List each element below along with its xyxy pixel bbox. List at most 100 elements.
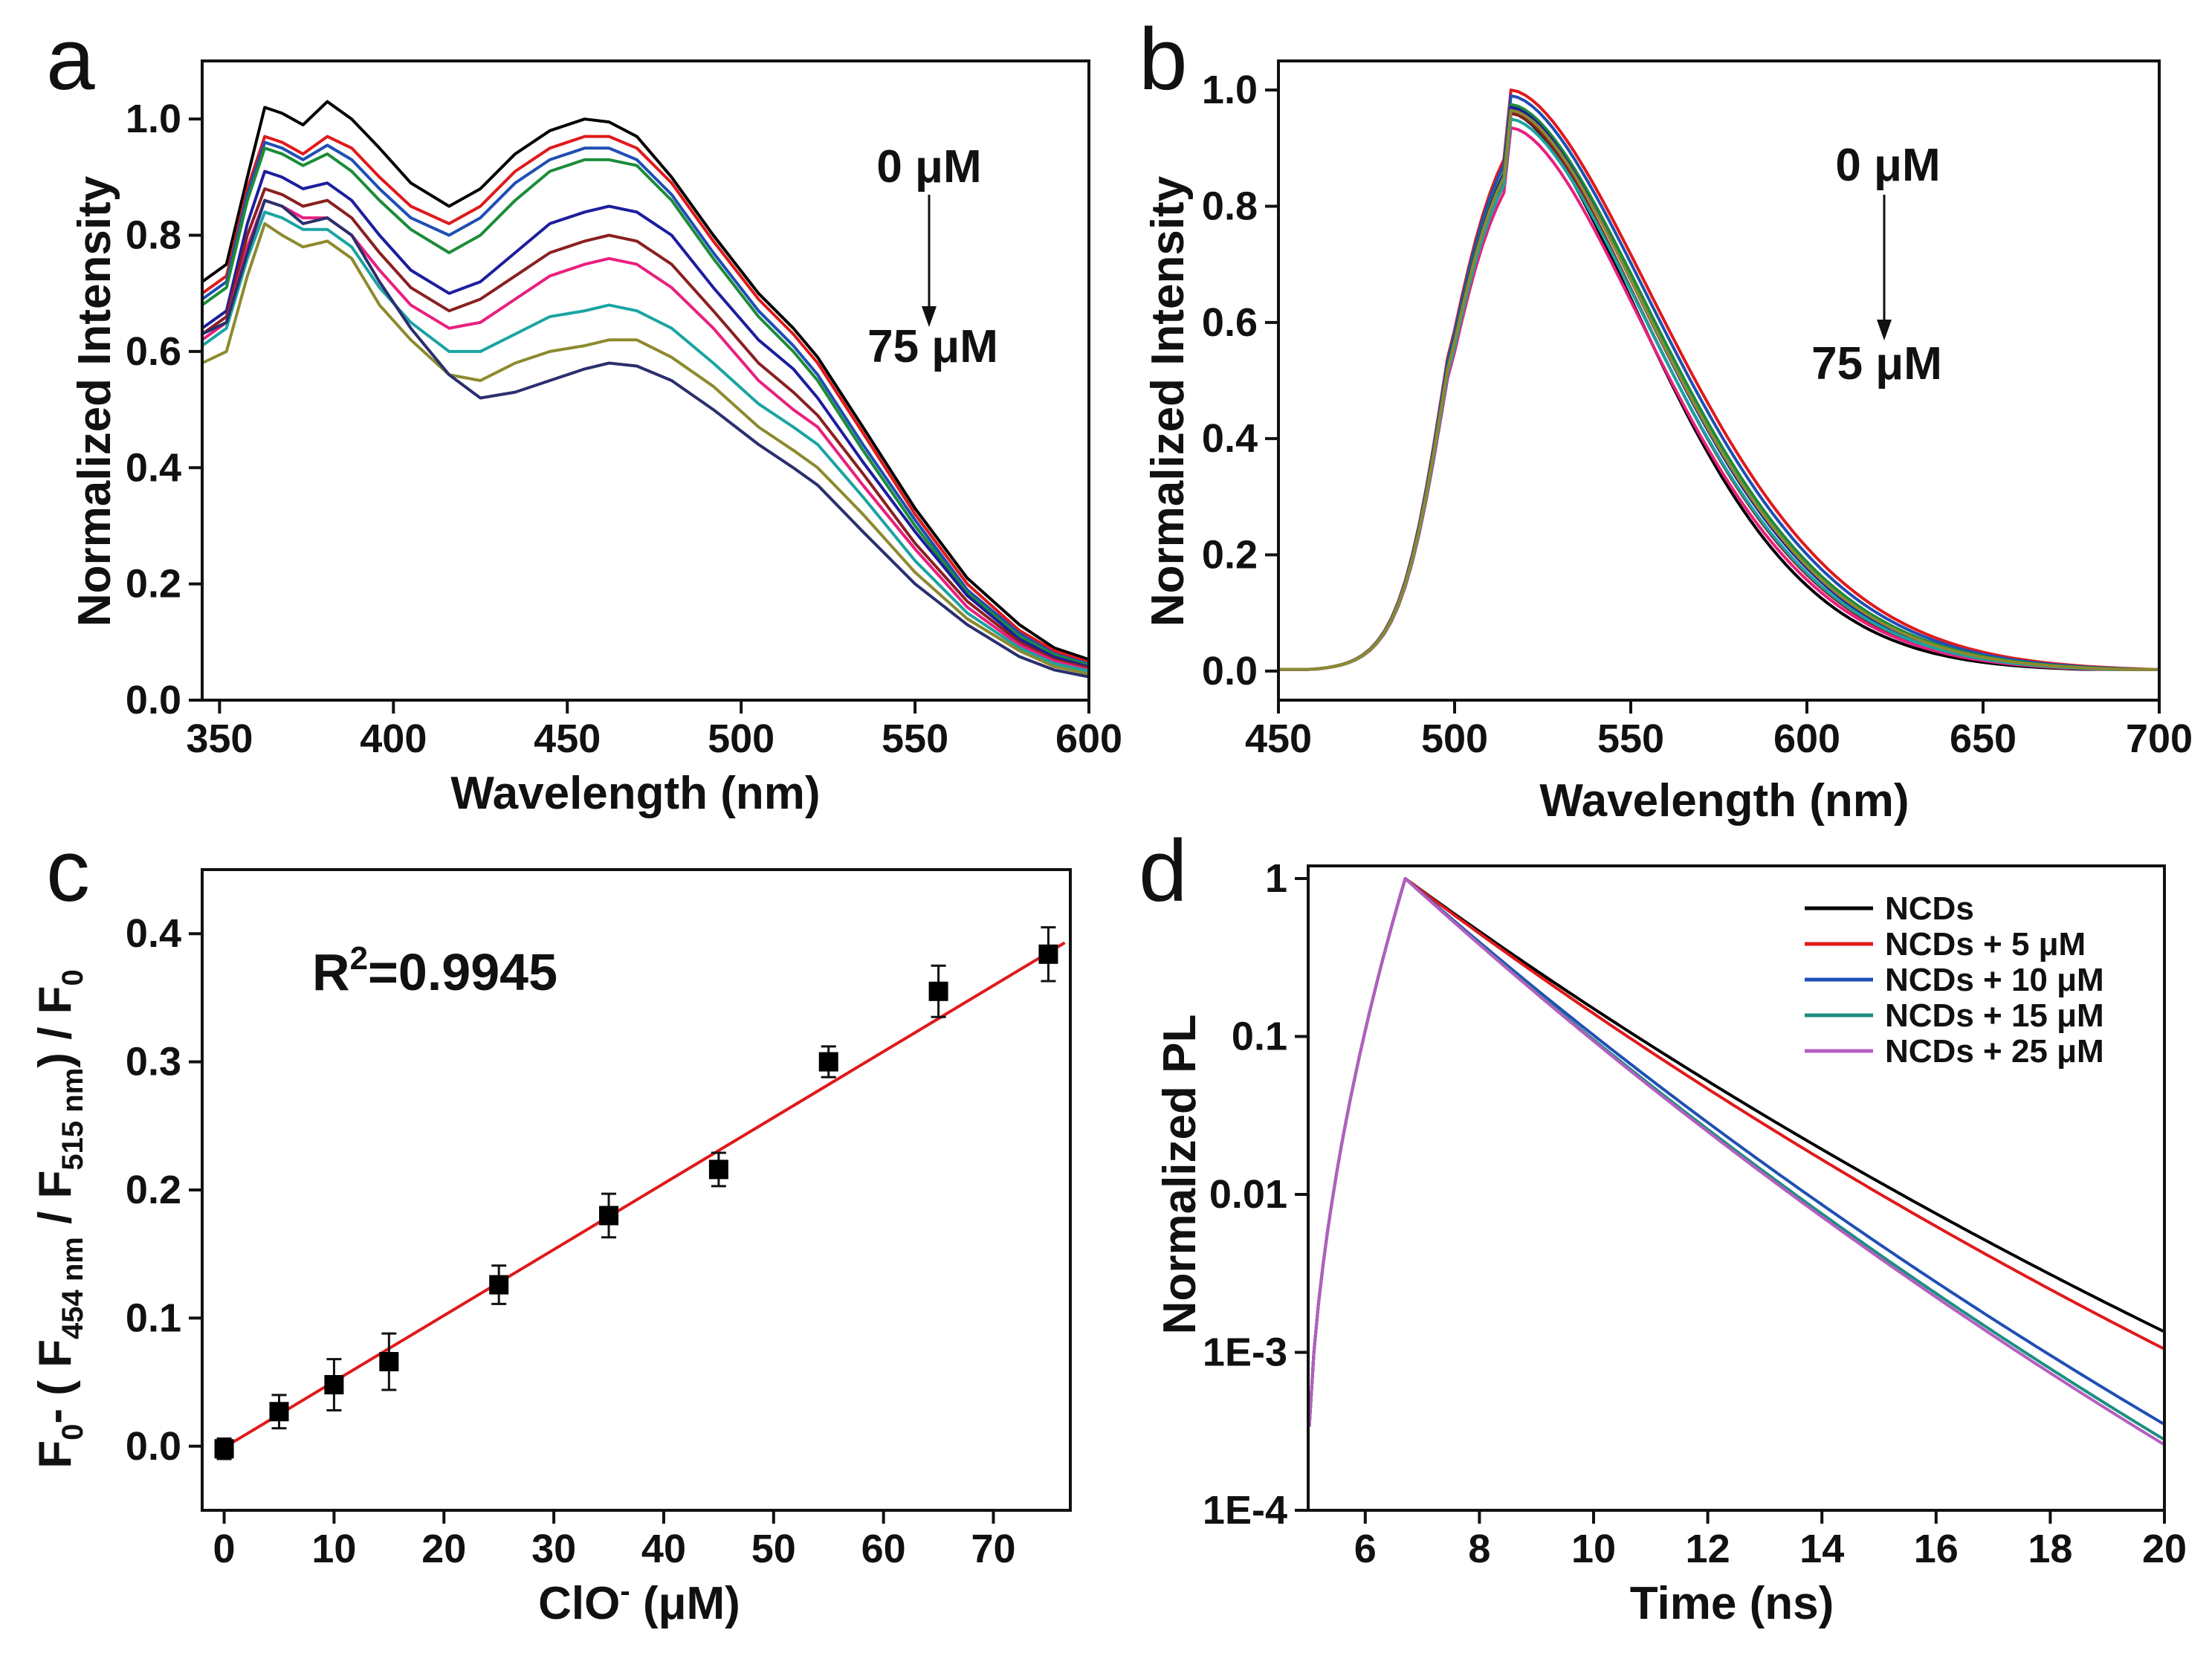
panel-d-x-tick-label: 12 xyxy=(1686,1527,1730,1571)
panel-b-x-axis-title: Wavelength (nm) xyxy=(1539,775,1909,826)
panel-d-y-tick-label: 1 xyxy=(1265,856,1287,901)
panel-c-y-title-f0: F xyxy=(30,1440,81,1469)
panel-d-x-axis-title: Time (ns) xyxy=(1630,1578,1834,1629)
panel-a-plot: 350 400 450 500 550 600 0.0 0.2 0.4 0.6 0.8 1.0 xyxy=(126,59,1122,761)
panel-b-series-line xyxy=(1278,109,2159,671)
panel-d-x-tick-label: 8 xyxy=(1468,1527,1490,1571)
panel-b-y-tick-label: 0.0 xyxy=(1202,649,1258,693)
panel-a-series-line xyxy=(201,146,1090,667)
panel-c-r2-label: R2=0.9945 xyxy=(312,940,557,1001)
panel-d-y-tick-label: 0.01 xyxy=(1209,1172,1287,1217)
panel-b-plot: 450 500 550 600 650 700 0.0 0.2 0.4 0.6 0.8 1.0 xyxy=(1202,59,2193,761)
panel-c-y-title-slash: / F xyxy=(30,1171,81,1238)
panel-a-series-line xyxy=(201,135,1090,664)
panel-b-annotation-top: 0 μM xyxy=(1835,140,1940,191)
panel-a-series-line xyxy=(201,210,1090,673)
panel-c-y-title-dash: - ( F xyxy=(30,1339,81,1424)
panel-c-y-title-sub3: 0 xyxy=(56,969,89,986)
panel-letter-a: a xyxy=(46,10,95,109)
panel-d-legend-label: NCDs xyxy=(1885,890,1974,927)
panel-c-y-tick-label: 0.1 xyxy=(126,1295,181,1340)
panel-letter-b: b xyxy=(1139,10,1188,109)
panel-c-y-title-sub0: 0 xyxy=(56,1424,89,1440)
panel-c-y-tick-label: 0.4 xyxy=(126,911,181,956)
panel-d-x-tick-label: 6 xyxy=(1354,1527,1377,1571)
panel-a-series-line xyxy=(201,140,1090,666)
panel-a-y-tick-label: 0.6 xyxy=(126,329,181,374)
panel-a-x-tick-label: 500 xyxy=(708,716,774,761)
panel-c-data-point xyxy=(928,981,948,1001)
panel-a-x-tick-label: 450 xyxy=(534,716,601,761)
panel-b-annotation-bottom: 75 μM xyxy=(1811,338,1942,389)
panel-d-series-line xyxy=(1307,877,2164,1427)
panel-a-series-line xyxy=(201,221,1090,676)
panel-c-x-tick-label: 40 xyxy=(641,1527,686,1571)
panel-c-x-tick-label: 20 xyxy=(421,1527,466,1571)
panel-a-series-line xyxy=(201,100,1090,661)
panel-a-y-axis-title: Normalized Intensity xyxy=(69,175,120,627)
panel-b-series-line xyxy=(1278,103,2159,671)
panel-c-y-title-sub2: 515 nm xyxy=(56,1068,89,1171)
panel-c: c 0 10 20 30 40 50 60 700.00.10.20.30.4 ClO- (μ… xyxy=(30,822,1072,1629)
panel-c-data-point xyxy=(214,1439,234,1459)
panel-a-y-tick-label: 0.0 xyxy=(126,678,181,722)
panel-b-y-tick-label: 0.4 xyxy=(1202,416,1258,461)
panel-b-series-line xyxy=(1278,111,2159,671)
panel-d-legend-label: NCDs + 25 μM xyxy=(1885,1033,2104,1070)
panel-a-x-tick-label: 350 xyxy=(186,716,253,761)
panel-c-data-point xyxy=(599,1206,619,1226)
panel-c-y-tick-label: 0.2 xyxy=(126,1168,181,1212)
panel-a-plot-frame xyxy=(201,59,1090,702)
panel-d-legend-label: NCDs + 5 μM xyxy=(1885,926,2086,963)
panel-d-series-line xyxy=(1307,877,2164,1446)
panel-d-legend-label: NCDs + 15 μM xyxy=(1885,997,2104,1034)
panel-b-x-tick-label: 500 xyxy=(1421,716,1488,761)
panel-d-x-tick-label: 10 xyxy=(1571,1527,1616,1571)
panel-b-y-tick-label: 0.8 xyxy=(1202,184,1258,228)
panel-a-y-tick-label: 1.0 xyxy=(126,97,181,141)
panel-c-r2-value: =0.9945 xyxy=(368,943,557,1001)
panel-b-y-tick-label: 1.0 xyxy=(1202,68,1258,112)
panel-a-arrow-head xyxy=(922,306,937,327)
panel-a-series-line xyxy=(201,169,1090,669)
panel-c-data-point xyxy=(324,1375,344,1395)
panel-b-series-line xyxy=(1278,111,2159,671)
panel-b-x-tick-label: 600 xyxy=(1773,716,1840,761)
panel-c-y-title-sub1: 454 nm xyxy=(56,1237,89,1339)
panel-c-fit-line xyxy=(218,941,1066,1452)
panel-c-y-tick-label: 0.3 xyxy=(126,1040,181,1084)
panel-b-y-tick-label: 0.6 xyxy=(1202,300,1258,345)
panel-b-x-tick-label: 450 xyxy=(1245,716,1312,761)
panel-c-x-tick-label: 0 xyxy=(213,1527,236,1571)
panel-c-x-title-main: ClO xyxy=(538,1578,620,1629)
panel-b-series-line xyxy=(1278,106,2159,671)
panel-d-x-tick-label: 20 xyxy=(2142,1527,2187,1571)
panel-b-x-tick-label: 650 xyxy=(1950,716,2017,761)
panel-c-x-title-sup: - xyxy=(620,1575,630,1608)
panel-d-x-tick-label: 18 xyxy=(2028,1527,2072,1571)
panel-a-series-line xyxy=(201,187,1090,670)
panel-a: a 350 400 450 500 550 600 0.0 0.2 0.4 0.6 0.8 1.0 W… xyxy=(46,10,1122,819)
panel-d: d 6 8 10 12 14 16 18 20 1 0.1 0.01 1E-3 1E-4 Time (n… xyxy=(1139,822,2187,1629)
panel-a-x-tick-label: 400 xyxy=(360,716,427,761)
panel-b-series-line xyxy=(1278,117,2159,671)
panel-c-data-point xyxy=(489,1275,509,1295)
panel-b-y-tick-label: 0.2 xyxy=(1202,533,1258,578)
panel-c-y-tick-label: 0.0 xyxy=(126,1424,181,1469)
panel-a-x-tick-label: 550 xyxy=(882,716,948,761)
panel-a-x-axis-title: Wavelength (nm) xyxy=(450,768,820,819)
panel-c-data-point xyxy=(1038,944,1058,964)
panel-c-r2-sup: 2 xyxy=(350,940,368,977)
panel-c-x-tick-label: 10 xyxy=(311,1527,356,1571)
panel-letter-c: c xyxy=(46,822,90,920)
panel-b-series-line xyxy=(1278,88,2160,671)
panel-c-data-point xyxy=(379,1352,399,1372)
panel-d-plot: 6 8 10 12 14 16 18 20 1 0.1 0.01 1E-3 1E-4 xyxy=(1203,856,2187,1571)
panel-d-x-tick-label: 16 xyxy=(1914,1527,1959,1571)
panel-a-x-tick-label: 600 xyxy=(1055,716,1122,761)
panel-letter-d: d xyxy=(1139,822,1188,920)
panel-b-series-line xyxy=(1278,126,2159,671)
panel-a-series-line xyxy=(201,198,1090,679)
panel-a-y-tick-label: 0.4 xyxy=(126,445,181,490)
